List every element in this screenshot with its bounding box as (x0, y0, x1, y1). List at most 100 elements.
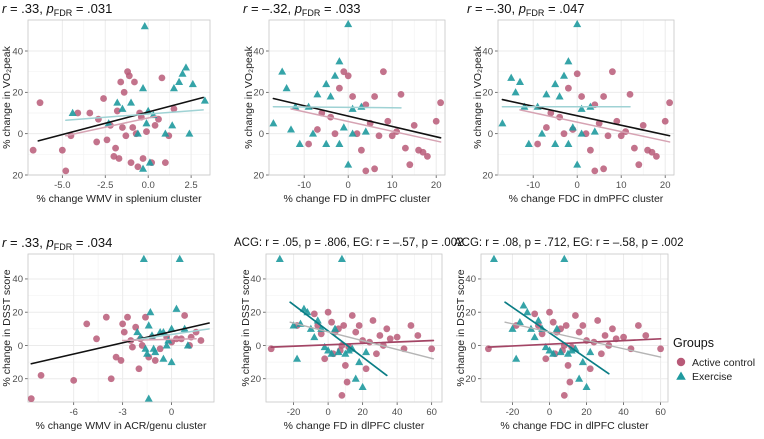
exercise-point (538, 129, 546, 137)
exercise-point (549, 349, 558, 357)
active-control-point (324, 308, 332, 316)
exercise-point (530, 332, 539, 341)
y-tick-label: 20 (250, 308, 261, 319)
active-control-point (542, 355, 550, 363)
active-control-point (604, 132, 612, 140)
chart-title: r = –.30, pFDR = .047 (467, 1, 585, 18)
exercise-point (568, 123, 577, 131)
active-control-point (134, 163, 142, 171)
exercise-point (144, 394, 153, 402)
active-control-point (661, 117, 669, 125)
active-control-point (103, 136, 111, 144)
exercise-point (573, 160, 582, 168)
exercise-point (320, 342, 329, 351)
active-control-point (344, 72, 352, 80)
chart-panel-3: -10 0 10 20 20 0 20 40 % change FDC in dmPFC clu… (467, 1, 675, 205)
active-control-point (86, 109, 94, 117)
chart-panel-1: -5.0 -2.5 0.0 2.5 20 0 20 40 % change WMV in spl… (1, 1, 211, 205)
exercise-point (269, 119, 278, 127)
exercise-point (293, 354, 302, 362)
y-tick-label: 0 (488, 129, 493, 140)
plot-area (28, 20, 210, 175)
active-control-point (151, 357, 159, 364)
active-control-point (578, 93, 585, 100)
x-axis-label: % change WMV in ACR/genu cluster (36, 420, 207, 432)
exercise-point (133, 327, 142, 336)
exercise-point (337, 254, 346, 262)
active-control-point (546, 308, 553, 316)
series-exercise (489, 254, 595, 391)
active-control-point (340, 322, 348, 329)
y-tick-label: 0 (18, 129, 23, 140)
active-control-point (383, 325, 391, 333)
exercise-point (200, 96, 209, 104)
exercise-point (140, 22, 149, 30)
chart-title: ACG: r = .08, p = .712, EG: r = –.58, p … (454, 237, 684, 249)
title-p-subscript: FDR (54, 242, 73, 252)
exercise-point (143, 349, 152, 357)
active-control-point (419, 148, 427, 156)
active-control-point (543, 124, 550, 131)
y-tick-label: 40 (12, 274, 23, 285)
active-control-point (112, 144, 119, 152)
exercise-point (144, 321, 153, 329)
exercise-point (512, 354, 521, 362)
x-tick-label: 0 (325, 407, 330, 418)
regression-line-overall (37, 96, 204, 142)
exercise-point (282, 84, 291, 92)
y-axis-label: % change in DSST score (455, 269, 467, 386)
active-control-point (181, 312, 189, 319)
plot-data (28, 254, 210, 402)
y-tick-label: 20 (465, 374, 476, 385)
regression-line-exercise-fit (65, 109, 204, 121)
title-p-subscript: FDR (526, 8, 545, 18)
regression-line-active-control-fit (519, 109, 671, 143)
exercise-point (577, 104, 586, 112)
x-tick-label: 40 (618, 407, 629, 418)
active-control-point (36, 99, 44, 107)
active-control-point (386, 335, 394, 343)
active-control-point (373, 350, 380, 358)
exercise-point (142, 119, 151, 127)
y-tick-label: 20 (482, 88, 493, 99)
chart-panel-4: -6 -3 0 20 0 20 40 % change WMV in ACR/genu clu… (1, 235, 215, 432)
exercise-point (348, 129, 357, 137)
active-control-point (348, 312, 356, 319)
active-control-point (355, 322, 363, 329)
legend-marker-exercise (676, 371, 686, 380)
active-control-point (119, 124, 126, 131)
active-control-point (129, 343, 136, 351)
plot-data (269, 20, 444, 175)
minor-gridlines (498, 20, 674, 175)
regression-line-active-control-fit (487, 337, 662, 348)
y-tick-label: 0 (259, 129, 264, 140)
exercise-point (524, 139, 533, 147)
exercise-point (542, 90, 551, 98)
active-control-point (626, 91, 634, 98)
exercise-point (113, 98, 122, 106)
regression-line-exercise-fit (504, 301, 610, 375)
exercise-point (185, 129, 194, 137)
active-control-point (131, 78, 138, 86)
exercise-point (175, 254, 184, 262)
active-control-point (37, 371, 45, 379)
exercise-point (556, 347, 565, 356)
active-control-point (310, 310, 318, 318)
title-r: r (2, 1, 7, 16)
exercise-point (167, 324, 176, 332)
x-tick-label: -6 (69, 407, 77, 418)
exercise-point (541, 342, 550, 351)
exercise-point (560, 71, 568, 79)
plot-border (497, 19, 675, 176)
active-control-point (600, 165, 607, 173)
active-control-point (549, 318, 557, 326)
active-control-point (635, 161, 643, 169)
x-axis-label: % change FD in dlPFC cluster (284, 420, 425, 432)
title-p: p (45, 1, 53, 16)
x-tick-label: -3 (118, 407, 126, 418)
y-axis-label: % change in VO₂peak (472, 45, 484, 148)
x-axis-label: % change WMV in splenium cluster (36, 193, 202, 205)
chart-title: ACG: r = .05, p = .806, EG: r = –.57, p … (234, 237, 464, 249)
active-control-point (609, 68, 616, 76)
